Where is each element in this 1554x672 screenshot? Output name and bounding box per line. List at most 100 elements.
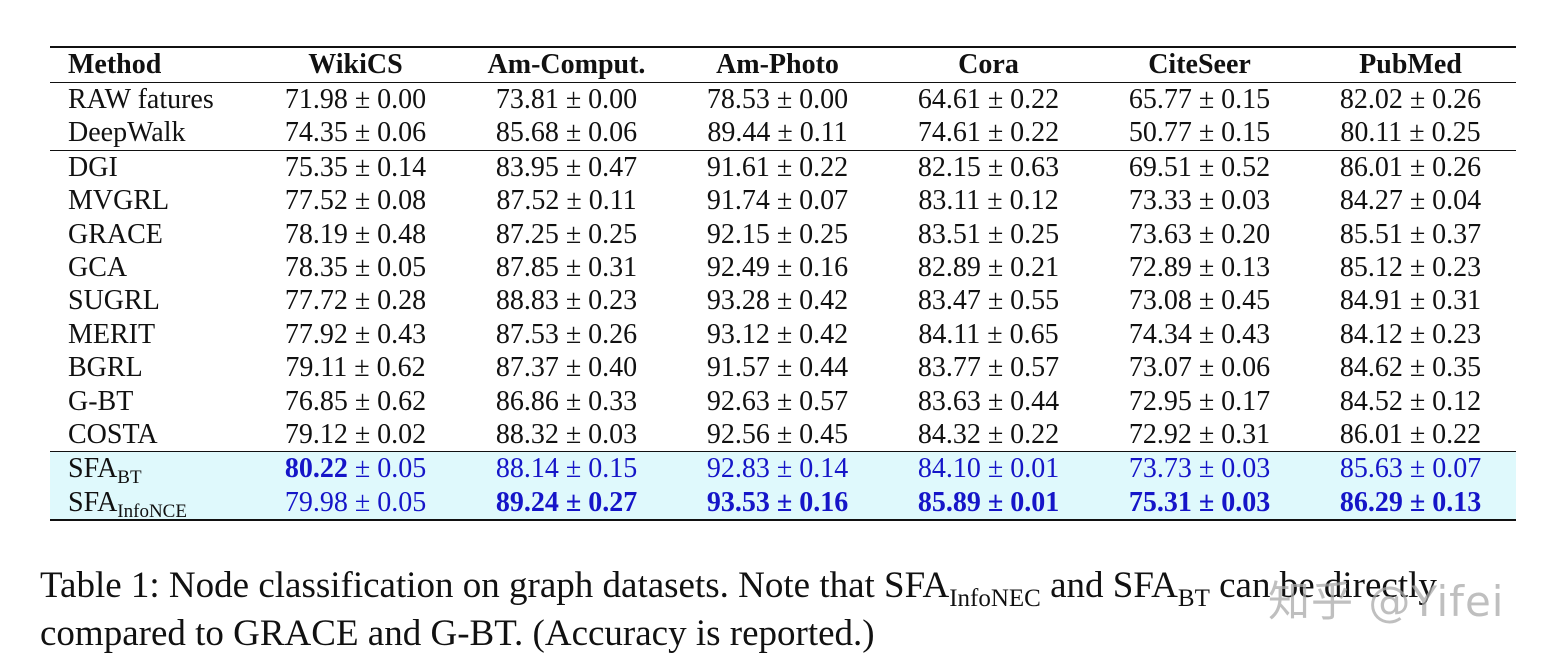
cell: 83.63 ± 0.44 — [917, 385, 1060, 417]
method-name: SFABT — [50, 451, 250, 487]
cell: 82.15 ± 0.63 — [917, 151, 1060, 183]
method-name: RAW fatures — [68, 84, 214, 115]
table-row: GCA 78.35 ± 0.05 87.85 ± 0.31 92.49 ± 0.… — [50, 251, 1516, 284]
cell: 86.86 ± 0.33 — [495, 385, 638, 417]
cell: 84.10 ± 0.01 — [883, 451, 1094, 486]
highlight-row-sfa-infonce: SFAInfoNCE 79.98 ± 0.05 89.24 ± 0.27 93.… — [50, 485, 1516, 521]
cell: 84.32 ± 0.22 — [917, 419, 1060, 451]
cell: 77.92 ± 0.43 — [284, 318, 427, 350]
header-cora: Cora — [958, 49, 1019, 81]
cell: 85.51 ± 0.37 — [1339, 218, 1482, 250]
cell: 69.51 ± 0.52 — [1128, 151, 1271, 183]
cell: 75.35 ± 0.14 — [284, 151, 427, 183]
cell: 73.63 ± 0.20 — [1128, 218, 1271, 250]
cell: 71.98 ± 0.00 — [284, 84, 427, 115]
cell: 84.27 ± 0.04 — [1339, 185, 1482, 217]
table-row: MVGRL 77.52 ± 0.08 87.52 ± 0.11 91.74 ± … — [50, 184, 1516, 217]
cell: 79.12 ± 0.02 — [284, 419, 427, 451]
cell: 93.12 ± 0.42 — [706, 318, 849, 350]
cell: 83.95 ± 0.47 — [495, 151, 638, 183]
cell: 65.77 ± 0.15 — [1128, 84, 1271, 115]
table-row: G-BT 76.85 ± 0.62 86.86 ± 0.33 92.63 ± 0… — [50, 385, 1516, 418]
cell: 92.56 ± 0.45 — [706, 419, 849, 451]
cell: 92.63 ± 0.57 — [706, 385, 849, 417]
table-row: RAW fatures 71.98 ± 0.00 73.81 ± 0.00 78… — [50, 83, 1516, 117]
cell: 93.28 ± 0.42 — [706, 285, 849, 317]
cell: 75.31 ± 0.03 — [1094, 485, 1305, 521]
method-name: GCA — [68, 252, 128, 284]
cell: 77.72 ± 0.28 — [284, 285, 427, 317]
header-am-comput: Am-Comput. — [487, 49, 646, 81]
method-name: BGRL — [68, 352, 143, 384]
cell: 83.51 ± 0.25 — [917, 218, 1060, 250]
results-table-container: Method WikiCS Am-Comput. Am-Photo Cora C… — [50, 46, 1516, 521]
table-row: BGRL 79.11 ± 0.62 87.37 ± 0.40 91.57 ± 0… — [50, 351, 1516, 384]
cell: 72.92 ± 0.31 — [1128, 419, 1271, 451]
cell: 50.77 ± 0.15 — [1128, 117, 1271, 149]
method-name: DeepWalk — [68, 117, 186, 149]
cell: 92.49 ± 0.16 — [706, 252, 849, 284]
cell: 85.89 ± 0.01 — [883, 485, 1094, 521]
cell: 86.01 ± 0.26 — [1339, 151, 1482, 183]
cell: 73.07 ± 0.06 — [1128, 352, 1271, 384]
header-method: Method — [68, 49, 162, 81]
header-wikics: WikiCS — [308, 49, 403, 81]
cell: 89.44 ± 0.11 — [707, 117, 848, 149]
cell: 64.61 ± 0.22 — [917, 84, 1060, 115]
cell: 89.24 ± 0.27 — [461, 485, 672, 521]
cell: 80.11 ± 0.25 — [1340, 117, 1481, 149]
cell: 79.11 ± 0.62 — [285, 352, 426, 384]
method-name: SUGRL — [68, 285, 160, 317]
cell: 87.25 ± 0.25 — [495, 218, 638, 250]
cell: 88.83 ± 0.23 — [495, 285, 638, 317]
cell: 72.89 ± 0.13 — [1128, 252, 1271, 284]
method-name: MERIT — [68, 318, 156, 350]
cell: 86.29 ± 0.13 — [1305, 485, 1516, 521]
cell: 84.12 ± 0.23 — [1339, 318, 1482, 350]
cell: 79.98 ± 0.05 — [250, 485, 461, 521]
cell: 87.85 ± 0.31 — [495, 252, 638, 284]
cell: 85.63 ± 0.07 — [1305, 451, 1516, 486]
method-name: DGI — [68, 151, 118, 183]
table-row: SUGRL 77.72 ± 0.28 88.83 ± 0.23 93.28 ± … — [50, 284, 1516, 317]
cell: 92.15 ± 0.25 — [706, 218, 849, 250]
cell: 88.14 ± 0.15 — [461, 451, 672, 486]
highlight-row-sfa-bt: SFABT 80.22 ± 0.05 88.14 ± 0.15 92.83 ± … — [50, 451, 1516, 487]
cell: 73.33 ± 0.03 — [1128, 185, 1271, 217]
cell: 83.11 ± 0.12 — [918, 185, 1059, 217]
cell: 91.57 ± 0.44 — [706, 352, 849, 384]
cell: 91.74 ± 0.07 — [706, 185, 849, 217]
cell: 86.01 ± 0.22 — [1339, 419, 1482, 451]
cell: 78.19 ± 0.48 — [284, 218, 427, 250]
cell: 84.91 ± 0.31 — [1339, 285, 1482, 317]
results-table: Method WikiCS Am-Comput. Am-Photo Cora C… — [50, 46, 1516, 521]
cell: 76.85 ± 0.62 — [284, 385, 427, 417]
table-caption: Table 1: Node classification on graph da… — [40, 565, 1437, 654]
table-row: MERIT 77.92 ± 0.43 87.53 ± 0.26 93.12 ± … — [50, 318, 1516, 351]
table-row: COSTA 79.12 ± 0.02 88.32 ± 0.03 92.56 ± … — [50, 418, 1516, 452]
cell: 87.37 ± 0.40 — [495, 352, 638, 384]
cell: 83.47 ± 0.55 — [917, 285, 1060, 317]
cell: 77.52 ± 0.08 — [284, 185, 427, 217]
header-pubmed: PubMed — [1359, 49, 1462, 81]
header-am-photo: Am-Photo — [716, 49, 839, 81]
cell: 92.83 ± 0.14 — [672, 451, 883, 486]
cell: 72.95 ± 0.17 — [1128, 385, 1271, 417]
cell: 88.32 ± 0.03 — [495, 419, 638, 451]
method-name: GRACE — [68, 218, 163, 250]
cell: 74.34 ± 0.43 — [1128, 318, 1271, 350]
cell: 78.35 ± 0.05 — [284, 252, 427, 284]
cell: 80.22 ± 0.05 — [250, 451, 461, 486]
cell: 84.52 ± 0.12 — [1339, 385, 1482, 417]
cell: 85.68 ± 0.06 — [495, 117, 638, 149]
cell: 87.53 ± 0.26 — [495, 318, 638, 350]
method-name: COSTA — [68, 419, 158, 451]
cell: 91.61 ± 0.22 — [706, 151, 849, 183]
method-name: SFAInfoNCE — [50, 485, 250, 521]
cell: 73.81 ± 0.00 — [495, 84, 638, 115]
method-name: MVGRL — [68, 185, 170, 217]
cell: 82.02 ± 0.26 — [1339, 84, 1482, 115]
header-row: Method WikiCS Am-Comput. Am-Photo Cora C… — [50, 47, 1516, 83]
cell: 83.77 ± 0.57 — [917, 352, 1060, 384]
cell: 84.11 ± 0.65 — [918, 318, 1059, 350]
